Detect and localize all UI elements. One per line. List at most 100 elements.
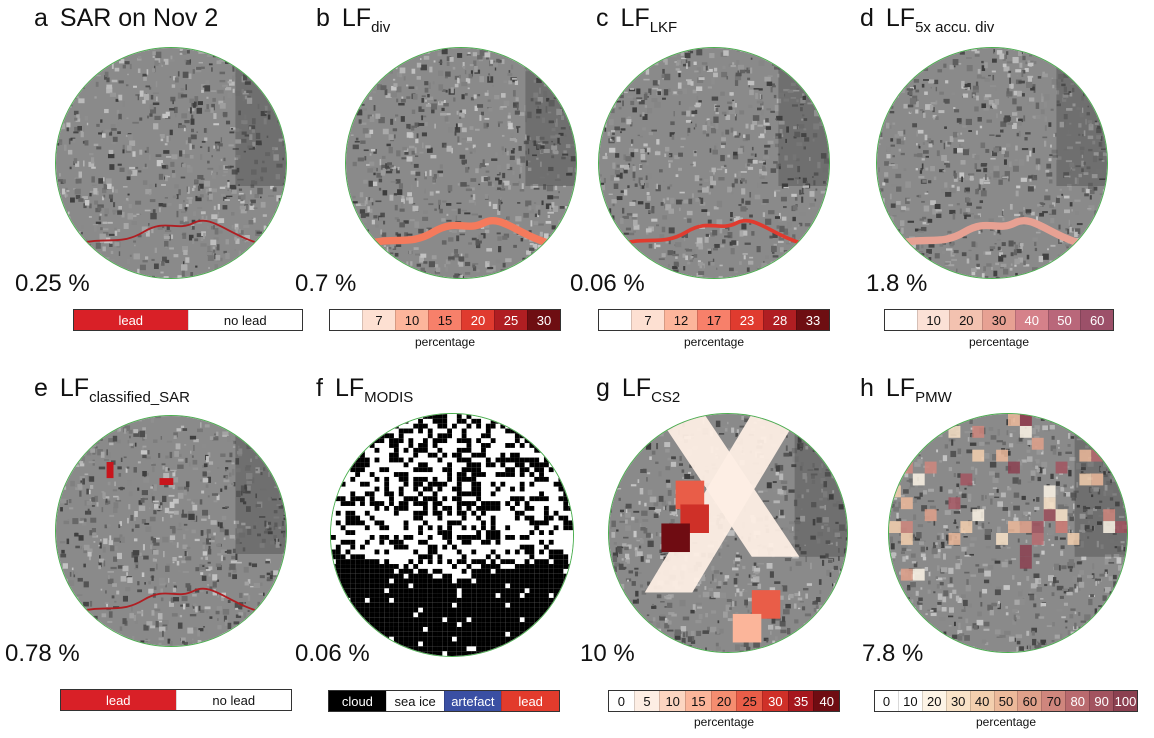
panel-title: c LFLKF [596, 4, 677, 33]
panel-title: d LF5x accu. div [860, 4, 994, 33]
sar-image-disc [55, 47, 287, 279]
sar-classified-disc [55, 415, 287, 647]
legend-item: lead [61, 690, 176, 710]
legend-item: cloud [329, 691, 386, 711]
lead-fraction-percent: 7.8 % [862, 640, 923, 668]
legend-swatch: 7 [631, 310, 664, 330]
map-image [56, 48, 286, 278]
panel-label: LF [60, 374, 89, 402]
legend-swatch: 25 [494, 310, 527, 330]
panel-label: LF [886, 374, 915, 402]
legend-caption: percentage [884, 335, 1114, 349]
legend-swatch: 15 [685, 691, 711, 711]
legend-swatch: 50 [994, 691, 1018, 711]
legend-swatch: 15 [428, 310, 461, 330]
lead-fraction-map-disc [345, 47, 577, 279]
legend-swatch: 0 [609, 691, 634, 711]
legend-swatch: 12 [664, 310, 697, 330]
panel-letter: g [596, 374, 610, 402]
panel-letter: c [596, 4, 609, 32]
legend-swatch: 60 [1080, 310, 1113, 330]
legend-swatch [330, 310, 362, 330]
panel-label: LF [621, 4, 650, 32]
lead-fraction-map-disc [876, 47, 1108, 279]
legend-caption: percentage [329, 335, 561, 349]
lead-fraction-percent: 0.78 % [5, 640, 80, 668]
map-image [877, 48, 1107, 278]
legend-item: lead [501, 691, 559, 711]
panel-subscript: PMW [915, 389, 952, 406]
map-image [56, 416, 286, 646]
legend-swatch [885, 310, 917, 330]
pmw-lead-fraction-disc [888, 413, 1128, 653]
map-image [346, 48, 576, 278]
legend-swatch: 33 [796, 310, 829, 330]
panel-subscript: CS2 [651, 389, 680, 406]
panel-subscript: classified_SAR [89, 389, 190, 406]
panel-label: LF [622, 374, 651, 402]
lead-fraction-percent: 1.8 % [866, 270, 927, 298]
legend-caption: percentage [598, 335, 830, 349]
legend-swatch: 80 [1065, 691, 1089, 711]
legend-swatch: 17 [697, 310, 730, 330]
legend-swatch: 60 [1017, 691, 1041, 711]
map-image [609, 414, 847, 652]
legend-swatch: 20 [949, 310, 982, 330]
lead-fraction-map-disc [598, 47, 830, 279]
legend-swatch: 10 [917, 310, 950, 330]
cryosat-lead-fraction-disc [608, 413, 848, 653]
legend-swatch: 35 [788, 691, 814, 711]
lead-fraction-percent: 0.06 % [295, 640, 370, 668]
panel-letter: a [34, 4, 48, 32]
lead-fraction-percent: 10 % [580, 640, 635, 668]
panel-subscript: div [371, 19, 390, 36]
panel-label: LF [886, 4, 915, 32]
legend-swatch: 10 [659, 691, 685, 711]
lead-fraction-percent: 0.7 % [295, 270, 356, 298]
lead-fraction-percent: 0.25 % [15, 270, 90, 298]
legend-swatch: 0 [875, 691, 898, 711]
legend-swatch: 20 [711, 691, 737, 711]
legend-swatch: 23 [730, 310, 763, 330]
panel-letter: d [860, 4, 874, 32]
legend-item: artefact [444, 691, 502, 711]
panel-subscript: 5x accu. div [915, 19, 994, 36]
legend-swatch: 40 [1015, 310, 1048, 330]
legend-swatch: 5 [634, 691, 660, 711]
legend-swatch: 28 [763, 310, 796, 330]
legend-swatch: 30 [946, 691, 970, 711]
map-image [889, 414, 1127, 652]
legend-swatch: 50 [1048, 310, 1081, 330]
legend-swatch: 30 [762, 691, 788, 711]
panel-subscript: LKF [650, 19, 678, 36]
legend-swatch: 20 [922, 691, 946, 711]
legend-swatch: 25 [736, 691, 762, 711]
legend-swatch: 100 [1113, 691, 1137, 711]
legend-swatch: 70 [1041, 691, 1065, 711]
legend-swatch: 10 [898, 691, 922, 711]
map-image [599, 48, 829, 278]
legend-swatch: 90 [1089, 691, 1113, 711]
legend-swatch: 30 [982, 310, 1015, 330]
legend-caption: percentage [874, 715, 1138, 729]
map-image [331, 414, 573, 656]
